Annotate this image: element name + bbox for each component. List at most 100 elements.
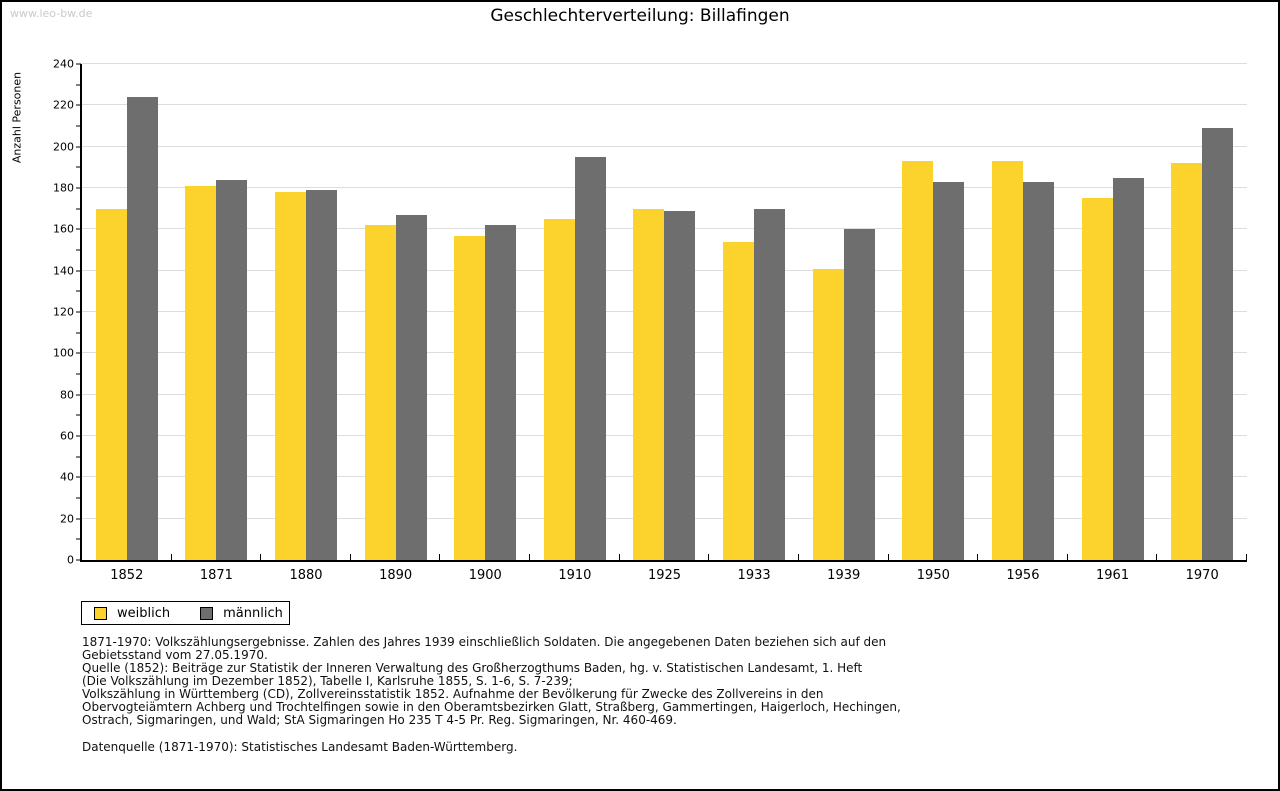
bar-weiblich-1956: [991, 161, 1023, 560]
footer-line: Ostrach, Sigmaringen, und Wald; StA Sigm…: [82, 713, 677, 727]
x-axis-label: 1950: [916, 568, 950, 583]
x-axis-label: 1910: [558, 568, 592, 583]
y-axis-tick: [76, 228, 81, 230]
y-axis-tick: [76, 125, 81, 127]
bar-weiblich-1925: [633, 208, 665, 560]
y-axis-tick-label: 160: [53, 222, 74, 236]
x-axis-tick: [708, 554, 710, 560]
footer-line: Volkszählung in Württemberg (CD), Zollve…: [82, 687, 824, 701]
x-axis-tick: [977, 554, 979, 560]
y-axis-tick-label: 180: [53, 181, 74, 195]
y-axis-tick: [76, 332, 81, 334]
bar-weiblich-1970: [1171, 163, 1203, 560]
bar-group-1880: [261, 64, 351, 560]
bar-group-1933: [709, 64, 799, 560]
y-axis-tick: [76, 146, 81, 148]
bar-weiblich-1910: [543, 219, 575, 560]
y-axis-tick-label: 80: [60, 388, 74, 402]
gridline: [82, 104, 1247, 106]
watermark: www.leo-bw.de: [10, 7, 93, 20]
footer-notes: 1871-1970: Volkszählungsergebnisse. Zahl…: [82, 636, 901, 754]
y-axis-tick: [76, 476, 81, 478]
y-axis-tick: [76, 208, 81, 210]
legend-item-männlich: männlich: [200, 606, 283, 621]
weiblich-swatch-icon: [94, 606, 107, 620]
gridline: [82, 63, 1247, 64]
gridline: [82, 145, 1247, 147]
bar-männlich-1852: [126, 97, 158, 560]
y-axis-tick: [76, 290, 81, 292]
x-axis-tick: [349, 554, 351, 560]
y-axis-tick-label: 60: [60, 429, 74, 443]
bar-männlich-1956: [1022, 181, 1054, 560]
y-axis-tick-label: 100: [53, 346, 74, 360]
x-axis-tick: [618, 554, 620, 560]
bar-weiblich-1852: [95, 208, 127, 560]
bar-weiblich-1961: [1081, 198, 1113, 560]
x-axis-label: 1925: [647, 568, 682, 583]
bar-männlich-1925: [664, 210, 696, 560]
footer-line: 1871-1970: Volkszählungsergebnisse. Zahl…: [82, 635, 887, 649]
bar-männlich-1890: [395, 214, 427, 560]
x-axis-tick: [1156, 554, 1158, 560]
y-axis-tick-label: 20: [60, 512, 74, 526]
y-axis-tick-label: 140: [53, 264, 74, 278]
bar-männlich-1950: [933, 181, 965, 560]
gridline: [82, 187, 1247, 188]
y-axis-tick: [76, 63, 81, 65]
x-axis-tick: [1066, 554, 1068, 560]
bar-männlich-1933: [754, 208, 786, 560]
x-axis-label: 1852: [110, 568, 144, 583]
x-axis-tick: [529, 554, 531, 560]
bar-group-1950: [889, 64, 979, 560]
y-axis-tick: [76, 311, 81, 313]
bar-group-1970: [1157, 64, 1247, 560]
x-axis-tick: [170, 554, 172, 560]
x-axis-tick: [887, 554, 889, 560]
x-axis-tick: [439, 554, 441, 560]
datenquelle-line: Datenquelle (1871-1970): Statistisches L…: [82, 740, 518, 754]
legend-label: männlich: [223, 605, 283, 621]
bar-männlich-1939: [843, 229, 875, 560]
x-axis-tick: [1246, 554, 1247, 560]
bar-männlich-1880: [306, 190, 338, 560]
x-axis-label: 1961: [1096, 568, 1130, 583]
y-axis-tick-label: 40: [60, 470, 74, 484]
y-axis-tick: [76, 518, 81, 520]
y-axis-tick: [76, 414, 81, 416]
y-axis-tick: [76, 373, 81, 375]
footer-line: Gebietsstand vom 27.05.1970.: [82, 648, 268, 662]
x-axis-label: 1871: [199, 568, 233, 583]
plot-area: Anzahl Personen 0 20 40 60 80 100 120 140 160 180…: [11, 58, 1247, 583]
footer-line: Quelle (1852): Beiträge zur Statistik de…: [82, 661, 863, 675]
bar-weiblich-1900: [454, 235, 486, 560]
x-axis-label: 1970: [1185, 568, 1219, 583]
bar-weiblich-1880: [275, 192, 307, 560]
x-axis-label: 1900: [468, 568, 502, 583]
bar-group-1900: [440, 64, 530, 560]
x-axis-label: 1933: [737, 568, 771, 583]
bar-männlich-1970: [1202, 128, 1234, 560]
x-axis-label: 1880: [289, 568, 323, 583]
bar-weiblich-1890: [364, 225, 396, 560]
y-axis-tick: [76, 270, 81, 272]
bar-weiblich-1871: [185, 185, 217, 560]
x-axis-label: 1890: [379, 568, 413, 583]
page-title: Geschlechterverteilung: Billafingen: [490, 6, 790, 26]
y-axis-tick: [76, 435, 81, 437]
y-axis-tick: [76, 559, 81, 561]
footer-line: Obervogteiämtern Achberg und Trochtelfin…: [82, 700, 901, 714]
bar-männlich-1910: [574, 157, 606, 560]
bar-weiblich-1950: [902, 161, 934, 560]
y-axis-tick-label: 200: [53, 140, 74, 154]
bar-group-1890: [351, 64, 441, 560]
x-axis-label: 1939: [827, 568, 861, 583]
y-axis-tick: [76, 249, 81, 251]
x-axis-tick: [797, 554, 799, 560]
bar-group-1956: [978, 64, 1068, 560]
bar-männlich-1961: [1112, 177, 1144, 560]
legend-item-weiblich: weiblich: [94, 606, 170, 621]
y-axis-tick: [76, 84, 81, 86]
bar-group-1910: [530, 64, 620, 560]
